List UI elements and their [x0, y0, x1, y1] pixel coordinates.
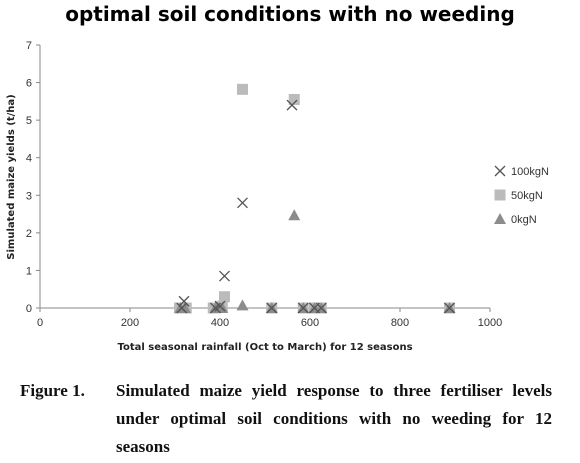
- point-100kgN: [219, 270, 230, 282]
- scatter-plot: 0 200 400 600 800 1000 0 1 2 3 4 5 6 7 100kgN 50kgN 0kg…: [6, 40, 549, 353]
- x-axis-label: Total seasonal rainfall (Oct to March) f…: [117, 342, 412, 353]
- point-50kgN: [237, 83, 248, 95]
- y-tick-label: 0: [26, 303, 32, 315]
- y-tick-label: 2: [26, 228, 32, 240]
- legend-label-50kgN: 50kgN: [511, 190, 543, 202]
- legend-label-0kgN: 0kgN: [511, 214, 537, 226]
- y-tick-label: 4: [26, 153, 32, 165]
- axes: 0 200 400 600 800 1000 0 1 2 3 4 5 6 7: [26, 40, 502, 329]
- x-tick-label: 1000: [478, 317, 502, 329]
- x-tick-label: 200: [121, 317, 139, 329]
- point-100kgN: [237, 197, 248, 209]
- point-100kgN: [444, 302, 455, 314]
- point-100kgN: [297, 302, 309, 314]
- point-100kgN: [286, 99, 298, 111]
- point-0kgN: [178, 302, 191, 313]
- legend-label-100kgN: 100kgN: [511, 166, 549, 178]
- y-tick-label: 7: [26, 40, 32, 52]
- x-tick-label: 0: [37, 317, 43, 329]
- legend-marker-100kgN: [494, 165, 506, 177]
- y-tick-label: 5: [26, 115, 32, 127]
- point-100kgN: [178, 295, 190, 307]
- point-100kgN: [210, 302, 221, 314]
- point-100kgN: [315, 302, 327, 314]
- y-axis-label: Simulated maize yields (t/ha): [6, 94, 17, 259]
- legend-marker-50kgN: [494, 189, 506, 201]
- point-100kgN: [176, 302, 188, 314]
- point-0kgN: [236, 299, 249, 311]
- point-0kgN: [288, 209, 301, 221]
- y-tick-label: 3: [26, 190, 32, 202]
- legend-marker-0kgN: [494, 213, 506, 224]
- y-tick-label: 6: [26, 78, 32, 90]
- legend: 100kgN 50kgN 0kgN: [494, 165, 549, 226]
- point-50kgN: [288, 93, 300, 105]
- y-tick-label: 1: [26, 265, 32, 277]
- caption-text: Simulated maize yield response to three …: [116, 381, 552, 456]
- caption-label: Figure 1.: [20, 381, 85, 400]
- x-tick-label: 400: [211, 317, 229, 329]
- data-points: [174, 83, 456, 314]
- x-tick-label: 800: [391, 317, 409, 329]
- x-tick-label: 600: [301, 317, 319, 329]
- figure-caption: Figure 1. Simulated maize yield response …: [20, 377, 560, 461]
- chart-title: optimal soil conditions with no weeding: [65, 2, 515, 26]
- point-100kgN: [266, 302, 278, 314]
- point-50kgN: [219, 291, 230, 303]
